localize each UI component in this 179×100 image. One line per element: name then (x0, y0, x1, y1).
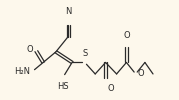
Text: O: O (26, 45, 33, 54)
Text: O: O (138, 70, 145, 78)
Text: N: N (65, 7, 71, 16)
Text: S: S (82, 49, 87, 58)
Text: O: O (108, 84, 115, 93)
Text: O: O (123, 31, 130, 40)
Text: H₂N: H₂N (14, 67, 30, 76)
Text: HS: HS (58, 82, 69, 91)
